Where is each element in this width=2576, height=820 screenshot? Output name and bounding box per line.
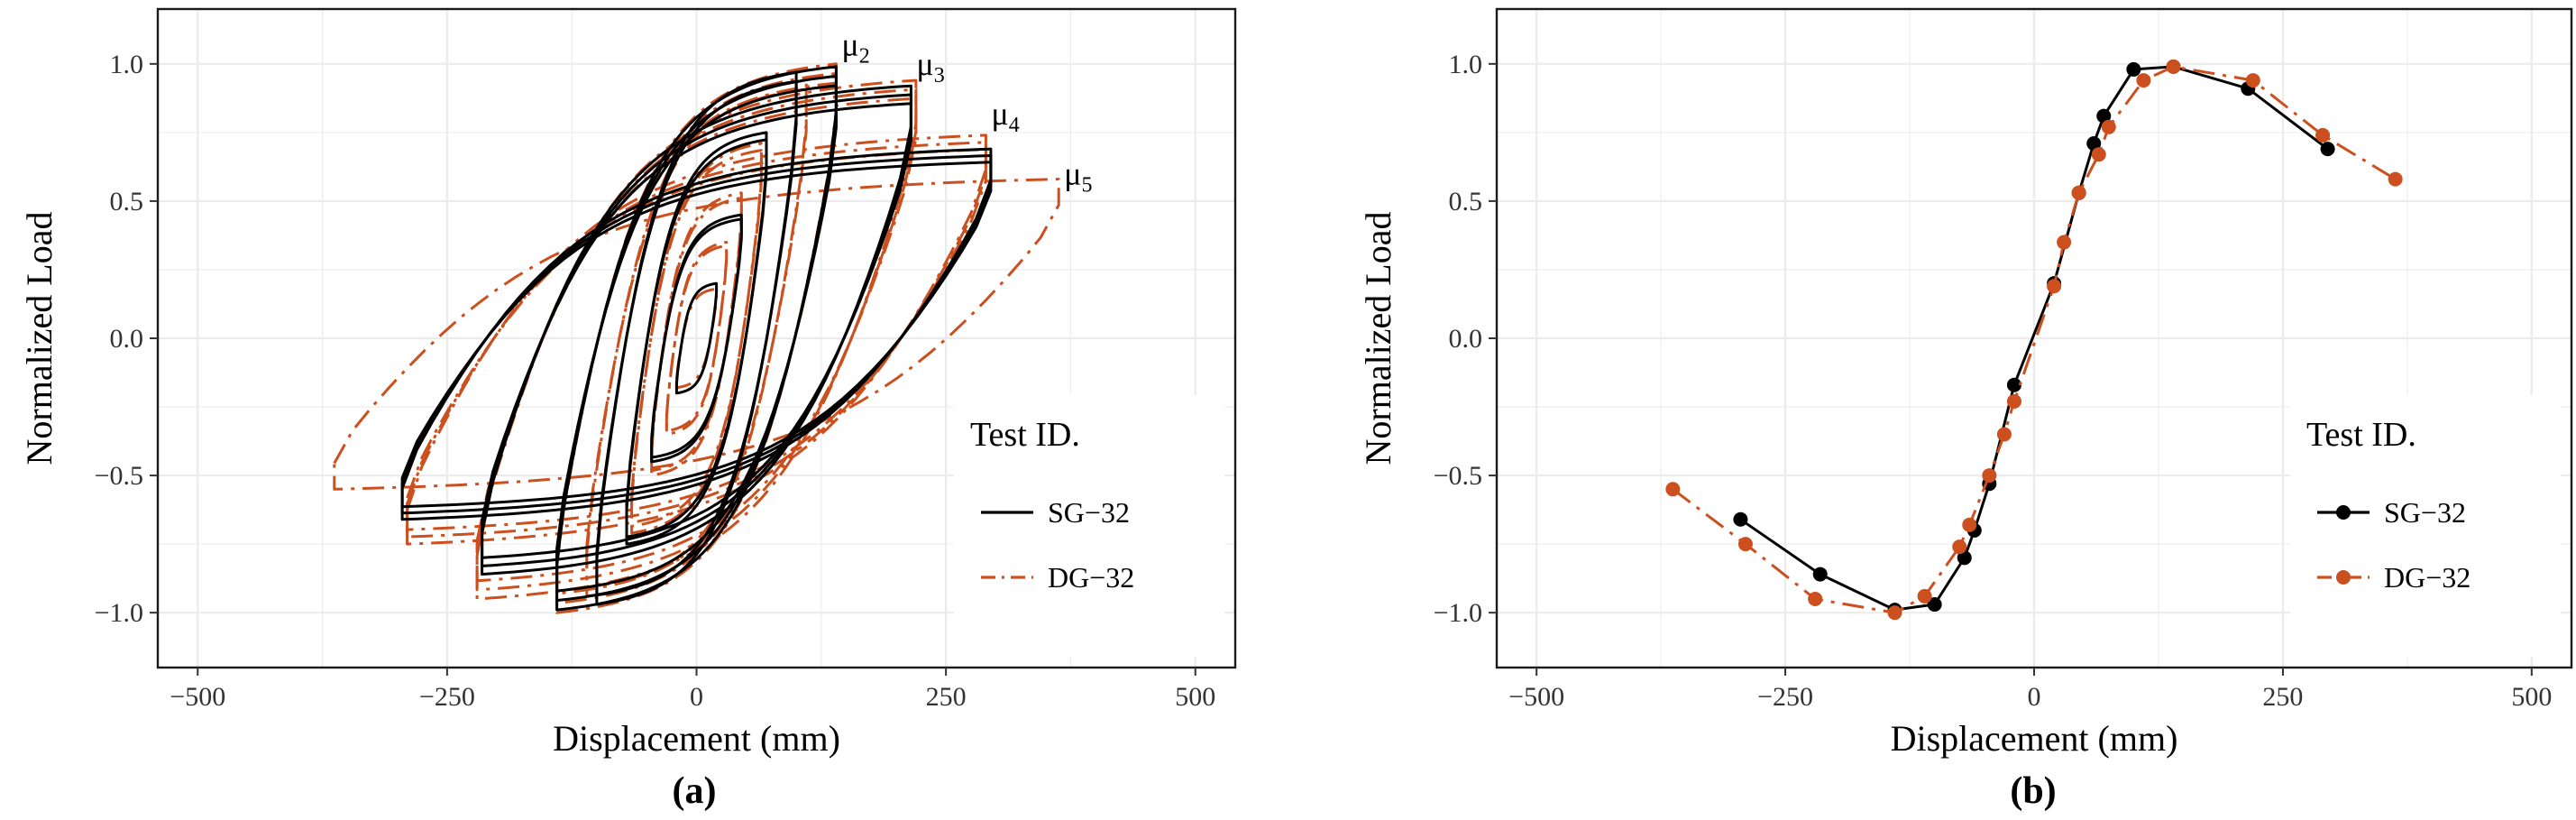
chart-panel-b: −500 −250 0 250 500 −1.0 −0.5 0.0 0.5 1.0 Displace… xyxy=(1358,7,2573,812)
annotation-subscript: 3 xyxy=(934,64,945,88)
data-point xyxy=(2006,393,2021,409)
y-tick-label: 0.5 xyxy=(110,187,144,217)
data-point xyxy=(1887,605,1902,621)
x-tick-label: 500 xyxy=(2511,682,2552,712)
x-tick-label: 0 xyxy=(2028,682,2041,712)
y-tick-label: 0.0 xyxy=(110,324,144,354)
legend-label: SG−32 xyxy=(1048,496,1130,529)
annotation-mu4: μ4 xyxy=(991,96,1019,137)
data-point xyxy=(2136,73,2151,88)
y-axis-title: Normalized Load xyxy=(1358,212,1398,465)
panel-label: (a) xyxy=(673,770,717,812)
data-point xyxy=(1917,588,1932,603)
data-point xyxy=(1982,468,1997,484)
y-tick-label: 0.0 xyxy=(1449,324,1483,354)
y-tick-label: 1.0 xyxy=(1449,50,1483,79)
x-tick-label: −500 xyxy=(170,682,225,712)
data-point xyxy=(2006,377,2021,392)
hysteresis-loop xyxy=(555,84,838,593)
y-tick-label: −1.0 xyxy=(1434,598,1482,628)
y-tick-label: 0.5 xyxy=(1449,187,1483,217)
data-point xyxy=(1952,539,1967,555)
hysteresis-loop xyxy=(650,217,743,459)
legend-label: DG−32 xyxy=(1048,561,1134,594)
x-tick-label: 0 xyxy=(690,682,703,712)
data-point xyxy=(1733,511,1748,527)
hysteresis-loop xyxy=(674,281,719,395)
panel-label: (b) xyxy=(2010,770,2056,812)
data-point xyxy=(2047,279,2062,294)
series-sg-32 xyxy=(400,65,993,612)
data-point xyxy=(2388,171,2403,187)
data-point xyxy=(2101,119,2116,134)
x-axis-title: Displacement (mm) xyxy=(1891,718,2178,759)
axes: −500 −250 0 250 500 −1.0 −0.5 0.0 0.5 1.0 xyxy=(95,50,1216,712)
x-tick-label: 250 xyxy=(2262,682,2303,712)
annotation-mu5: μ5 xyxy=(1064,156,1092,198)
annotation-base: μ xyxy=(991,96,1008,132)
data-point xyxy=(1812,567,1828,582)
annotation-subscript: 2 xyxy=(859,45,870,69)
legend-background xyxy=(954,395,1224,657)
data-point xyxy=(2071,185,2086,200)
data-point xyxy=(1665,482,1681,497)
data-point xyxy=(2057,235,2072,250)
data-point xyxy=(1962,517,1977,532)
y-tick-label: −1.0 xyxy=(95,598,143,628)
y-tick-label: 1.0 xyxy=(110,50,144,79)
data-point xyxy=(1808,591,1823,606)
hysteresis-loop xyxy=(630,142,763,535)
data-point xyxy=(1927,597,1942,613)
annotation-subscript: 4 xyxy=(1009,114,1020,137)
series-line xyxy=(1739,65,2329,612)
legend-title: Test ID. xyxy=(2306,416,2416,454)
plot-area xyxy=(1665,59,2403,621)
data-point xyxy=(2096,108,2112,124)
annotation-base: μ xyxy=(1064,156,1081,192)
data-point xyxy=(2126,61,2141,77)
y-axis-title: Normalized Load xyxy=(19,212,60,465)
legend-key-marker xyxy=(2336,505,2351,520)
y-tick-label: −0.5 xyxy=(1434,461,1482,491)
data-point xyxy=(2320,142,2335,157)
data-point xyxy=(1996,427,2012,442)
legend-label: DG−32 xyxy=(2384,561,2471,594)
y-tick-label: −0.5 xyxy=(95,461,143,491)
x-tick-label: −250 xyxy=(419,682,475,712)
legend-background xyxy=(2290,395,2561,657)
annotation-mu2: μ2 xyxy=(841,27,869,69)
x-tick-label: −250 xyxy=(1757,682,1813,712)
legend-title: Test ID. xyxy=(970,416,1080,454)
x-axis-title: Displacement (mm) xyxy=(553,718,840,759)
data-point xyxy=(2166,59,2181,74)
data-point xyxy=(2245,73,2260,88)
x-tick-label: 500 xyxy=(1175,682,1215,712)
data-point xyxy=(2315,127,2331,143)
annotation-subscript: 5 xyxy=(1081,174,1092,198)
annotation-base: μ xyxy=(841,27,858,63)
legend-key-marker xyxy=(2336,570,2351,585)
legend: Test ID. SG−32 DG−32 xyxy=(954,395,1224,657)
data-point xyxy=(2091,147,2106,162)
annotation-mu3: μ3 xyxy=(916,46,944,88)
x-tick-label: −500 xyxy=(1508,682,1564,712)
hysteresis-loop xyxy=(400,161,993,509)
data-point xyxy=(1957,550,1972,566)
series-dg-32 xyxy=(1665,59,2403,621)
axes: −500 −250 0 250 500 −1.0 −0.5 0.0 0.5 1.0 xyxy=(1434,50,2553,712)
hysteresis-loop xyxy=(481,102,912,559)
plot-area xyxy=(333,62,1060,614)
hysteresis-loop xyxy=(665,244,729,433)
legend: Test ID. SG−32 DG−32 xyxy=(2290,395,2561,657)
annotation-base: μ xyxy=(916,46,933,82)
data-point xyxy=(1737,537,1753,552)
x-tick-label: 250 xyxy=(926,682,967,712)
legend-label: SG−32 xyxy=(2384,496,2466,529)
data-point xyxy=(2086,136,2102,152)
